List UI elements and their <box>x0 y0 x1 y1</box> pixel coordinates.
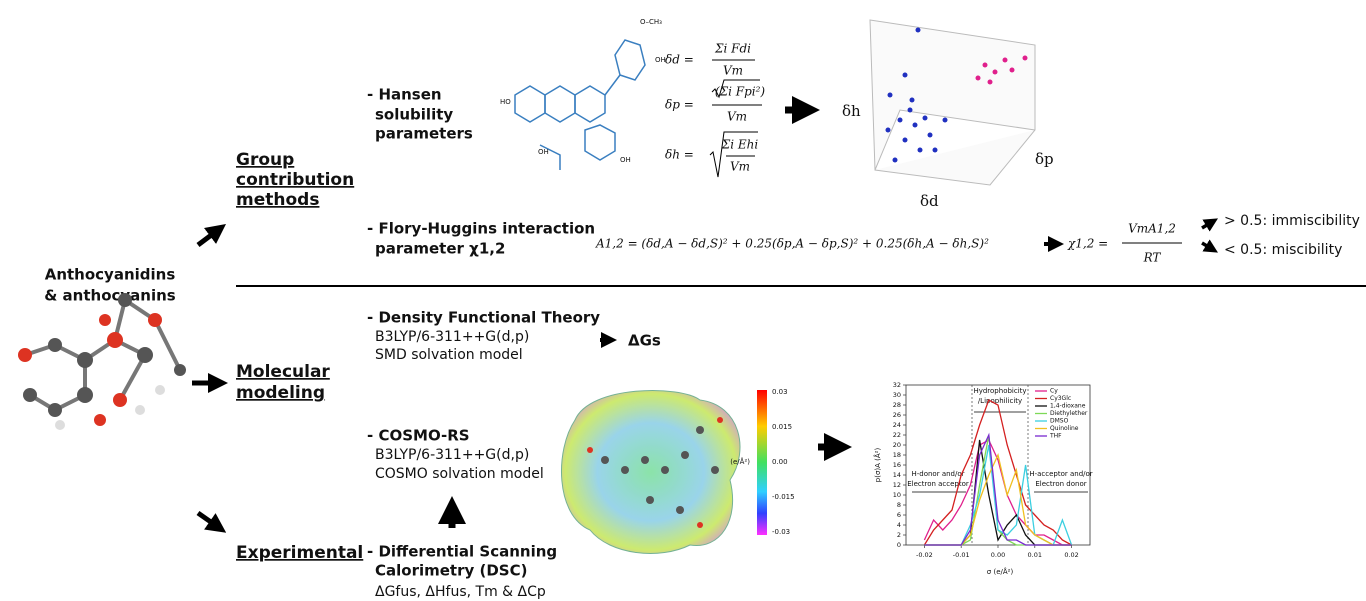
series-line <box>924 455 1071 545</box>
x-tick-label: -0.01 <box>953 551 970 559</box>
x-tick-label: -0.02 <box>916 551 933 559</box>
item-detail: ΔGfus, ΔHfus, Tm & ΔCp <box>375 584 546 600</box>
equation: χ1,2 = <box>1067 237 1108 251</box>
legend-label: 1,4-dioxane <box>1050 403 1086 410</box>
equation: δd = <box>665 53 694 67</box>
item-label: - COSMO-RS <box>367 427 470 445</box>
item-detail: B3LYP/6-311++G(d,p) <box>375 329 529 345</box>
molecule-2d <box>515 40 645 170</box>
y-tick-label: 4 <box>897 521 901 529</box>
arrows <box>1202 222 1212 249</box>
surface-molecule <box>561 390 740 553</box>
colorbar-label: 0.00 <box>772 458 788 466</box>
y-tick-label: 0 <box>897 541 901 549</box>
y-tick-label: 22 <box>893 431 901 439</box>
axis-label: δd <box>920 192 939 210</box>
outcome: < 0.5: miscibility <box>1224 242 1342 258</box>
equation: (Σi Fpi²) <box>715 85 765 99</box>
equation: Σi Fdi <box>714 42 751 56</box>
main-title: Anthocyanidins <box>45 266 176 284</box>
svg-text:OH: OH <box>620 156 631 164</box>
y-tick-label: 12 <box>893 481 901 489</box>
y-tick-label: 14 <box>893 471 901 479</box>
item-label: - Hansen <box>367 86 442 104</box>
annotation: H-acceptor and/or <box>1029 470 1092 478</box>
x-axis-title: σ (e/Å²) <box>987 567 1014 576</box>
outcome: > 0.5: immiscibility <box>1224 213 1360 229</box>
y-tick-label: 28 <box>893 401 901 409</box>
x-tick-label: 0.00 <box>991 551 1005 559</box>
sigma-profile-chart: Hydrophobicity /Lipophilicity H-donor an… <box>873 381 1093 576</box>
item-detail: SMD solvation model <box>375 347 523 363</box>
y-tick-label: 26 <box>893 411 901 419</box>
item-label: - Density Functional Theory <box>367 309 600 327</box>
x-tick-label: 0.01 <box>1028 551 1042 559</box>
y-tick-label: 24 <box>893 421 901 429</box>
legend-label: Cy3Glc <box>1050 395 1071 402</box>
method-label: modeling <box>236 383 325 403</box>
item-label: solubility <box>375 106 453 124</box>
item-label: Calorimetry (DSC) <box>375 562 527 580</box>
axis-label: δp <box>1035 150 1054 168</box>
item-label: parameters <box>375 125 473 143</box>
x-tick-label: 0.02 <box>1064 551 1078 559</box>
equation: δp = <box>665 98 694 112</box>
legend-label: Quinoline <box>1050 425 1079 432</box>
main-title: & anthocyanins <box>44 287 176 305</box>
colorbar-label: 0.03 <box>772 388 788 396</box>
y-tick-label: 16 <box>893 461 901 469</box>
equation: Vm <box>723 64 743 78</box>
colorbar <box>757 390 767 535</box>
equation: Vm <box>727 110 747 124</box>
colorbar-label: 0.015 <box>772 423 792 431</box>
method-label: methods <box>236 190 319 210</box>
y-axis-title: p(σ)A (Å²) <box>873 448 882 483</box>
legend-label: Cy <box>1050 388 1058 395</box>
item-label: - Differential Scanning <box>367 543 557 561</box>
method-label: Experimental <box>236 543 363 563</box>
y-tick-label: 2 <box>897 531 901 539</box>
equation: RT <box>1143 251 1162 265</box>
item-label: parameter χ1,2 <box>375 240 505 258</box>
legend-label: THF <box>1049 433 1062 440</box>
legend-label: DMSO <box>1050 418 1069 425</box>
y-tick-label: 8 <box>897 501 901 509</box>
y-tick-label: 30 <box>893 391 901 399</box>
y-tick-label: 20 <box>893 441 901 449</box>
method-label: Molecular <box>236 362 330 382</box>
molecule-3d <box>18 293 186 430</box>
annotation: /Lipophilicity <box>978 397 1022 405</box>
equation: δh = <box>665 148 694 162</box>
svg-text:HO: HO <box>500 98 511 106</box>
colorbar-label: -0.03 <box>772 528 790 536</box>
svg-text:OH: OH <box>538 148 549 156</box>
method-label: Group <box>236 150 294 170</box>
equation: VmA1,2 <box>1128 222 1176 236</box>
y-tick-label: 18 <box>893 451 901 459</box>
equation: A1,2 = (δd,A − δd,S)² + 0.25(δp,A − δp,S… <box>595 237 989 251</box>
diagram: Anthocyanidins & anthocyanins Group cont… <box>0 0 1366 601</box>
y-tick-label: 32 <box>893 381 901 389</box>
annotation: Hydrophobicity <box>973 387 1026 395</box>
method-label: contribution <box>236 170 354 190</box>
item-detail: B3LYP/6-311++G(d,p) <box>375 447 529 463</box>
legend-label: Diethylether <box>1050 410 1088 417</box>
item-label: - Flory-Huggins interaction <box>367 220 595 238</box>
y-tick-label: 10 <box>893 491 901 499</box>
equation: Σi Ehi <box>721 138 759 152</box>
result: ΔGs <box>628 332 661 350</box>
scatter-3d <box>870 20 1035 185</box>
equation: Vm <box>730 160 750 174</box>
branch-arrows <box>192 230 218 527</box>
annotation: H-donor and/or <box>911 470 964 478</box>
annotation: Electron donor <box>1035 480 1086 488</box>
item-detail: COSMO solvation model <box>375 466 544 482</box>
colorbar-unit: (e/Å²) <box>730 457 750 466</box>
y-tick-label: 6 <box>897 511 901 519</box>
colorbar-label: -0.015 <box>772 493 795 501</box>
svg-text:O–CH₃: O–CH₃ <box>640 18 662 26</box>
axis-label: δh <box>842 102 861 120</box>
